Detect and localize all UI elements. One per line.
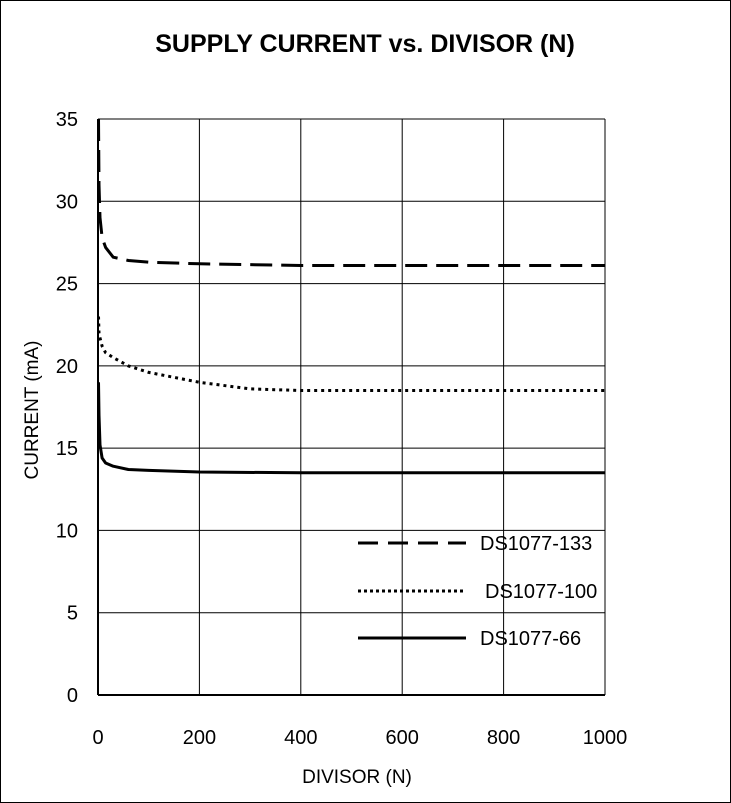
x-tick-labels: 0 200 400 600 800 1000 xyxy=(92,727,627,749)
series-line-ds1077-133 xyxy=(97,118,605,267)
series-line-ds1077-66 xyxy=(97,382,605,475)
y-tick-label: 35 xyxy=(56,109,78,131)
grid xyxy=(97,118,606,696)
y-axis-label: CURRENT (mA) xyxy=(22,341,43,480)
y-tick-label: 25 xyxy=(56,274,78,296)
x-tick-label: 600 xyxy=(386,727,419,749)
chart-title: SUPPLY CURRENT vs. DIVISOR (N) xyxy=(155,30,575,58)
x-tick-label: 1000 xyxy=(583,727,628,749)
x-tick-label: 400 xyxy=(284,727,317,749)
y-tick-labels: 0 5 10 15 20 25 30 35 xyxy=(56,109,78,707)
legend-label: DS1077-66 xyxy=(480,628,581,650)
y-tick-label: 20 xyxy=(56,356,78,378)
y-tick-label: 10 xyxy=(56,520,78,542)
series-line-ds1077-100 xyxy=(97,316,605,392)
legend-label: DS1077-100 xyxy=(485,581,597,603)
series-lines xyxy=(97,118,605,475)
y-tick-label: 5 xyxy=(67,603,78,625)
y-tick-label: 15 xyxy=(56,438,78,460)
x-tick-label: 0 xyxy=(92,727,103,749)
y-tick-label: 0 xyxy=(67,685,78,707)
y-tick-label: 30 xyxy=(56,191,78,213)
x-tick-label: 200 xyxy=(183,727,216,749)
x-axis-label: DIVISOR (N) xyxy=(302,767,412,788)
legend-label: DS1077-133 xyxy=(480,533,592,555)
x-tick-label: 800 xyxy=(487,727,520,749)
legend: DS1077-133 DS1077-100 DS1077-66 xyxy=(358,533,597,650)
